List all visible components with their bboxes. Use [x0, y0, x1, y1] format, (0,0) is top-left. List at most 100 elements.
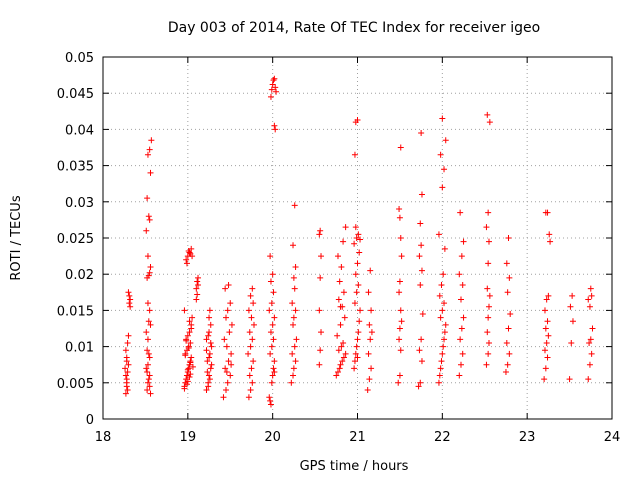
- data-point: [569, 292, 576, 299]
- x-tick-label: 23: [519, 430, 536, 445]
- data-point: [227, 300, 234, 307]
- data-point: [439, 350, 446, 357]
- data-point: [567, 303, 574, 310]
- data-point: [440, 271, 447, 278]
- data-point: [437, 365, 444, 372]
- data-point: [341, 314, 348, 321]
- data-point: [269, 321, 276, 328]
- data-point: [588, 292, 595, 299]
- data-point: [317, 347, 324, 354]
- data-point: [342, 224, 349, 231]
- data-point: [146, 354, 153, 361]
- data-point: [505, 235, 512, 241]
- data-point: [289, 300, 296, 307]
- data-point: [147, 169, 154, 176]
- data-point: [143, 365, 150, 372]
- data-point: [335, 347, 342, 354]
- data-point: [267, 278, 274, 285]
- data-point: [458, 253, 465, 260]
- data-point: [208, 343, 215, 350]
- data-point: [457, 209, 464, 216]
- data-point: [206, 314, 213, 321]
- data-point: [204, 358, 211, 365]
- data-point: [224, 379, 231, 386]
- data-point: [248, 314, 255, 321]
- data-point: [335, 296, 342, 303]
- data-point: [457, 296, 464, 303]
- data-point: [247, 292, 254, 299]
- data-point: [187, 371, 194, 378]
- data-point: [457, 361, 464, 368]
- y-tick-label: 0.025: [57, 232, 94, 247]
- data-point: [438, 282, 445, 289]
- data-point: [184, 378, 191, 385]
- data-point: [207, 365, 214, 372]
- data-point: [184, 366, 191, 373]
- data-point: [367, 267, 374, 274]
- data-point: [334, 253, 341, 260]
- data-point: [545, 292, 552, 299]
- data-point: [547, 238, 554, 245]
- data-point: [207, 339, 214, 346]
- data-point: [266, 307, 273, 314]
- data-point: [186, 318, 193, 325]
- data-point: [486, 119, 493, 126]
- data-point: [144, 151, 151, 158]
- data-point: [587, 336, 594, 343]
- data-point: [436, 292, 443, 299]
- data-point: [268, 343, 275, 350]
- data-point: [147, 390, 154, 397]
- data-point: [144, 379, 151, 386]
- data-point: [441, 245, 448, 252]
- data-point: [125, 332, 132, 339]
- data-point: [195, 274, 202, 281]
- data-point: [504, 361, 511, 368]
- data-point: [245, 307, 252, 314]
- data-point: [485, 209, 492, 216]
- data-point: [485, 238, 492, 245]
- data-point: [226, 329, 233, 336]
- data-point: [396, 278, 403, 285]
- data-point: [340, 354, 347, 361]
- y-tick-label: 0.05: [65, 51, 94, 66]
- data-point: [396, 289, 403, 296]
- data-point: [267, 253, 274, 260]
- data-point: [183, 260, 190, 267]
- data-point: [438, 358, 445, 365]
- data-point: [144, 336, 151, 343]
- y-tick-label: 0.015: [57, 304, 94, 319]
- data-point: [416, 253, 423, 260]
- data-point: [339, 358, 346, 365]
- data-point: [545, 332, 552, 339]
- data-point: [220, 394, 227, 401]
- data-point: [502, 368, 509, 375]
- data-point: [145, 376, 152, 383]
- data-point: [123, 358, 130, 365]
- data-point: [270, 365, 277, 372]
- data-point: [127, 303, 134, 310]
- data-point: [250, 300, 257, 307]
- data-point: [145, 213, 152, 220]
- y-tick-label: 0.03: [65, 196, 94, 211]
- data-point: [351, 365, 358, 372]
- data-point: [290, 274, 297, 281]
- data-point: [334, 368, 341, 375]
- data-point: [318, 253, 325, 260]
- data-point: [439, 307, 446, 314]
- x-tick-label: 19: [180, 430, 197, 445]
- data-point: [125, 289, 132, 296]
- data-point: [124, 387, 131, 394]
- data-point: [338, 263, 345, 270]
- data-point: [353, 343, 360, 350]
- data-point: [459, 282, 466, 289]
- data-point: [270, 77, 277, 84]
- data-point: [267, 93, 274, 100]
- data-point: [122, 390, 129, 397]
- data-point: [456, 271, 463, 278]
- data-point: [543, 339, 550, 346]
- data-point: [222, 365, 229, 372]
- data-point: [290, 365, 297, 372]
- data-point: [337, 321, 344, 328]
- data-point: [250, 358, 257, 365]
